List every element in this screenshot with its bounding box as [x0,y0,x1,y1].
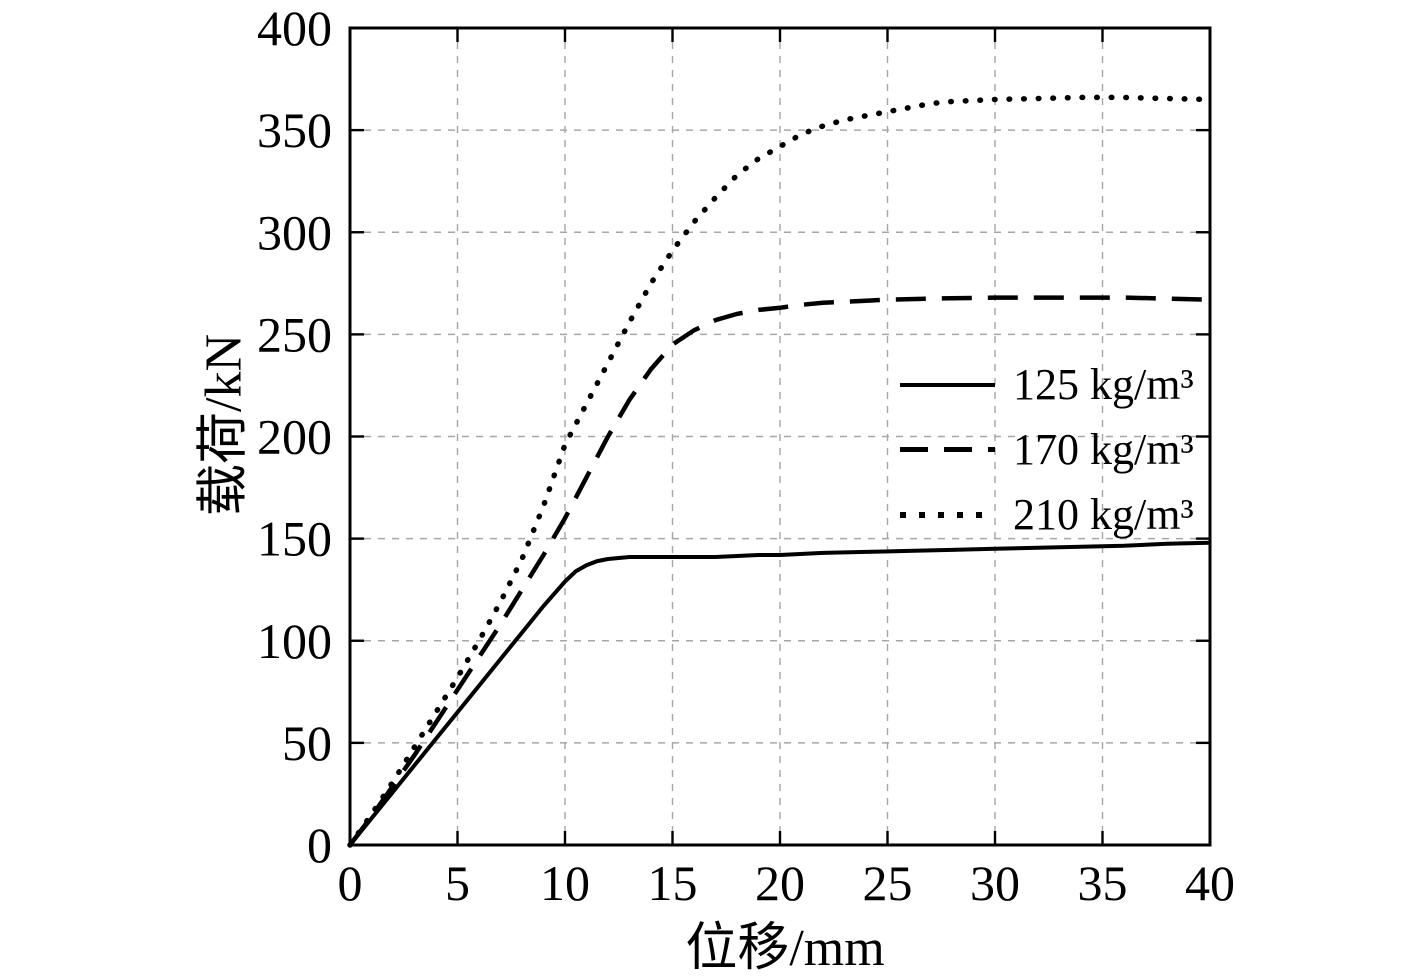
y-tick-label: 150 [257,511,332,567]
series-line-125 [348,540,1211,847]
y-tick-label: 200 [257,409,332,465]
x-tick-label: 35 [1078,855,1128,911]
x-tick-label: 20 [755,855,805,911]
x-tick-label: 40 [1185,855,1235,911]
legend-item-170: 170 kg/m³ [900,417,1194,482]
x-tick-label: 10 [540,855,590,911]
series-line-210 [347,94,1213,848]
y-tick-label: 400 [257,0,332,56]
x-axis-label: 位移/mm [685,920,885,976]
x-tick-label: 5 [445,855,470,911]
x-tick-label: 30 [970,855,1020,911]
y-tick-label: 250 [257,306,332,362]
legend-label-170: 170 kg/m³ [1013,425,1194,474]
legend-line-dotted-icon [900,511,995,518]
legend-label-210: 210 kg/m³ [1013,490,1194,539]
x-tick-label: 15 [648,855,698,911]
y-tick-label: 350 [257,102,332,158]
y-tick-label: 50 [282,715,332,771]
legend-item-210: 210 kg/m³ [900,482,1194,547]
y-tick-label: 300 [257,204,332,260]
y-axis-label: 载荷/kN [195,333,253,517]
y-tick-label: 0 [307,817,332,873]
legend-line-dashed-icon [900,447,995,452]
x-tick-label: 25 [863,855,913,911]
legend-item-125: 125 kg/m³ [900,352,1194,417]
legend: 125 kg/m³ 170 kg/m³ 210 kg/m³ [900,352,1194,547]
legend-label-125: 125 kg/m³ [1013,360,1194,409]
legend-line-solid-icon [900,382,995,387]
y-tick-label: 100 [257,613,332,669]
series-line-170 [348,295,1211,847]
x-tick-label: 0 [338,855,363,911]
